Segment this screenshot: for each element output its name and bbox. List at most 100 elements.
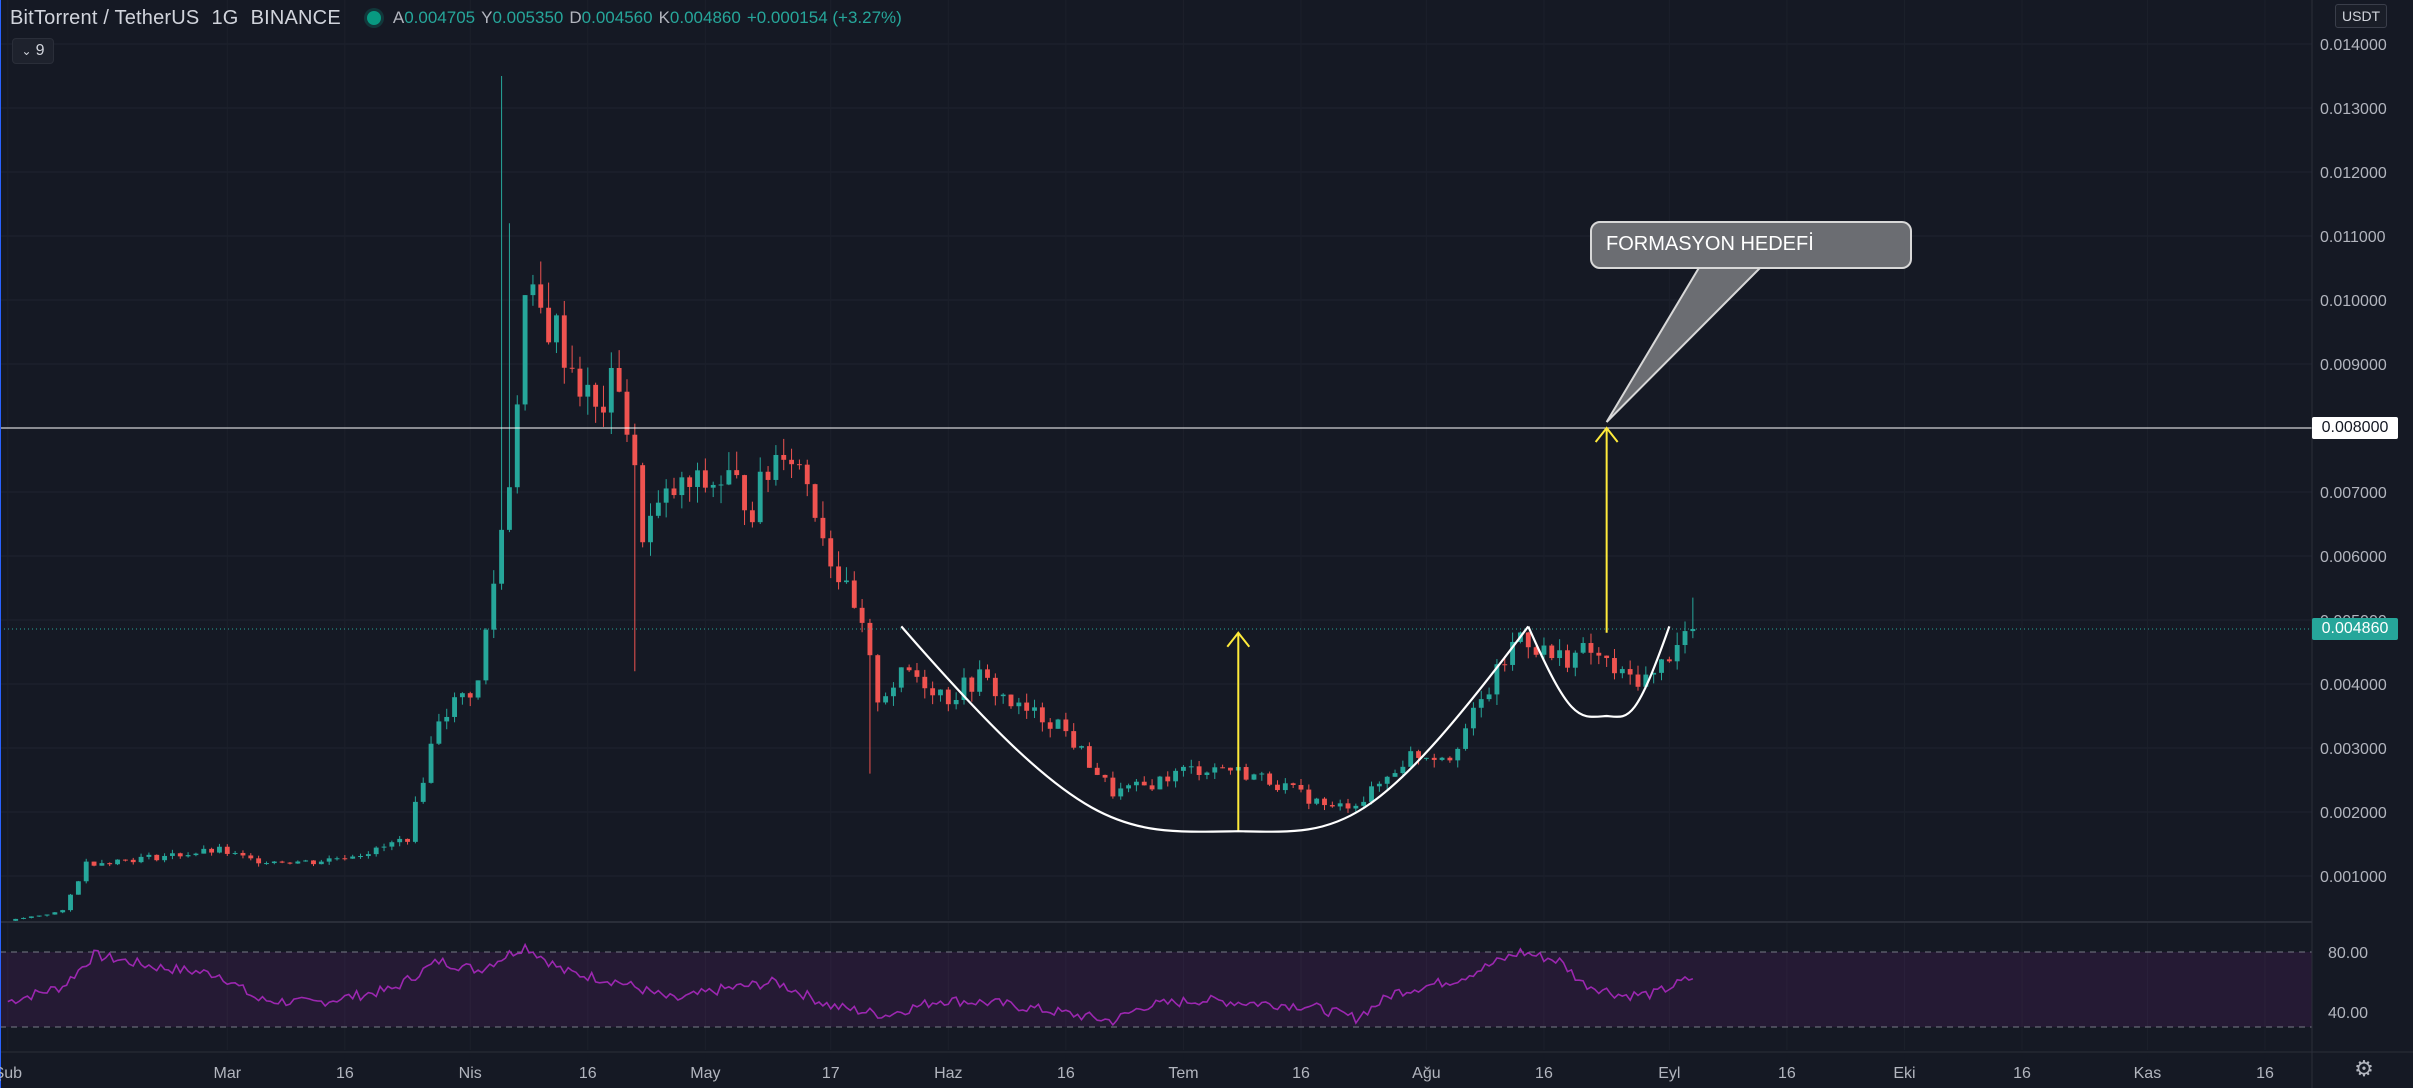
candle-body: [930, 688, 936, 696]
candle-body: [687, 477, 693, 487]
open-label: A: [392, 8, 405, 27]
candle-body: [287, 862, 293, 864]
candle-body: [193, 853, 199, 856]
candle-body: [75, 881, 81, 895]
candle-body: [616, 367, 622, 392]
candle-body: [420, 782, 426, 802]
candle-body: [1071, 731, 1077, 748]
price-tick-label: 0.009000: [2320, 357, 2387, 374]
price-tick-label: 0.003000: [2320, 741, 2387, 758]
candle-body: [663, 488, 669, 503]
time-tick-label: 16: [1057, 1065, 1075, 1082]
time-tick-label: 16: [336, 1065, 354, 1082]
time-tick-label: 17: [822, 1065, 840, 1082]
candle-body: [1439, 757, 1445, 760]
candle-body: [373, 847, 379, 855]
candle-body: [977, 669, 983, 692]
price-tick-label: 0.011000: [2320, 229, 2386, 246]
candle-body: [256, 858, 262, 864]
interval-label[interactable]: 1G: [211, 6, 239, 29]
price-tick-label: 0.014000: [2320, 37, 2387, 54]
candle-body: [773, 454, 779, 480]
candle-body: [146, 854, 152, 857]
candle-body: [648, 515, 653, 543]
candle-body: [718, 484, 724, 486]
current-price-label: 0.004860: [2312, 618, 2398, 640]
candle-body: [1149, 785, 1155, 790]
candle-body: [781, 454, 787, 460]
high-value: 0.005350: [492, 8, 564, 27]
candle-body: [83, 861, 89, 882]
candle-body: [130, 859, 136, 863]
candle-body: [311, 860, 316, 865]
candle-body: [530, 284, 536, 296]
candle-body: [593, 384, 599, 407]
candle-body: [1322, 798, 1327, 806]
candle-body: [1141, 781, 1147, 786]
time-tick-label: Eyl: [1658, 1065, 1680, 1082]
candle-body: [1290, 783, 1296, 786]
candle-body: [1674, 645, 1680, 662]
candle-body: [60, 910, 66, 913]
indicators-toggle-button[interactable]: ⌄ 9: [12, 38, 54, 64]
candle-body: [969, 677, 975, 692]
candle-body: [1588, 643, 1594, 653]
gear-icon[interactable]: ⚙: [2354, 1056, 2374, 1081]
candle-body: [271, 861, 277, 864]
low-value: 0.004560: [581, 8, 653, 27]
candle-body: [789, 459, 794, 465]
candle-body: [851, 580, 857, 608]
candle-body: [209, 848, 215, 853]
rsi-tick-label: 40.00: [2328, 1005, 2368, 1022]
change-value: +0.000154 (+3.27%): [746, 8, 902, 27]
candle-body: [1361, 801, 1367, 806]
candle-body: [812, 484, 818, 518]
candle-body: [1306, 789, 1312, 804]
candle-body: [742, 475, 747, 511]
market-status-icon: [366, 11, 381, 25]
symbol-title[interactable]: BitTorrent / TetherUS: [10, 6, 200, 29]
candle-body: [138, 856, 144, 863]
candle-body: [1619, 669, 1625, 674]
price-tick-label: 0.006000: [2320, 549, 2387, 566]
candle-body: [1533, 647, 1539, 655]
candle-body: [248, 855, 254, 859]
candle-body: [1329, 805, 1335, 807]
candle-body: [412, 801, 418, 842]
candle-body: [326, 858, 332, 862]
candle-body: [1259, 773, 1265, 775]
low-label: D: [569, 8, 582, 27]
candle-body: [1282, 783, 1288, 791]
time-tick-label: 16: [2013, 1065, 2031, 1082]
currency-unit-button[interactable]: USDT: [2335, 4, 2388, 28]
candle-body: [1047, 722, 1053, 729]
candle-body: [1000, 694, 1006, 697]
candle-body: [21, 917, 26, 919]
candle-body: [334, 858, 340, 860]
candle-body: [1635, 674, 1641, 687]
candle-body: [389, 842, 395, 847]
candle-body: [1165, 776, 1171, 782]
candle-body: [1243, 767, 1249, 780]
candle-body: [365, 854, 371, 857]
handle-curve: [1527, 625, 1671, 718]
target-arrowhead: [1594, 426, 1619, 443]
candle-body: [1565, 650, 1570, 668]
candle-body: [765, 471, 771, 480]
target-callout[interactable]: FORMASYON HEDEFİ: [1590, 221, 1912, 269]
time-tick-label: 16: [2256, 1065, 2274, 1082]
candle-body: [514, 404, 520, 488]
candle-body: [836, 566, 842, 583]
candle-body: [1557, 650, 1563, 659]
candle-body: [1463, 728, 1469, 749]
candle-body: [992, 677, 998, 697]
candle-body: [224, 846, 230, 854]
rsi-tick-label: 80.00: [2328, 945, 2368, 962]
candle-body: [459, 693, 465, 698]
candle-body: [1627, 669, 1633, 675]
candle-body: [99, 863, 105, 866]
candle-body: [843, 580, 849, 583]
candle-body: [397, 838, 403, 843]
